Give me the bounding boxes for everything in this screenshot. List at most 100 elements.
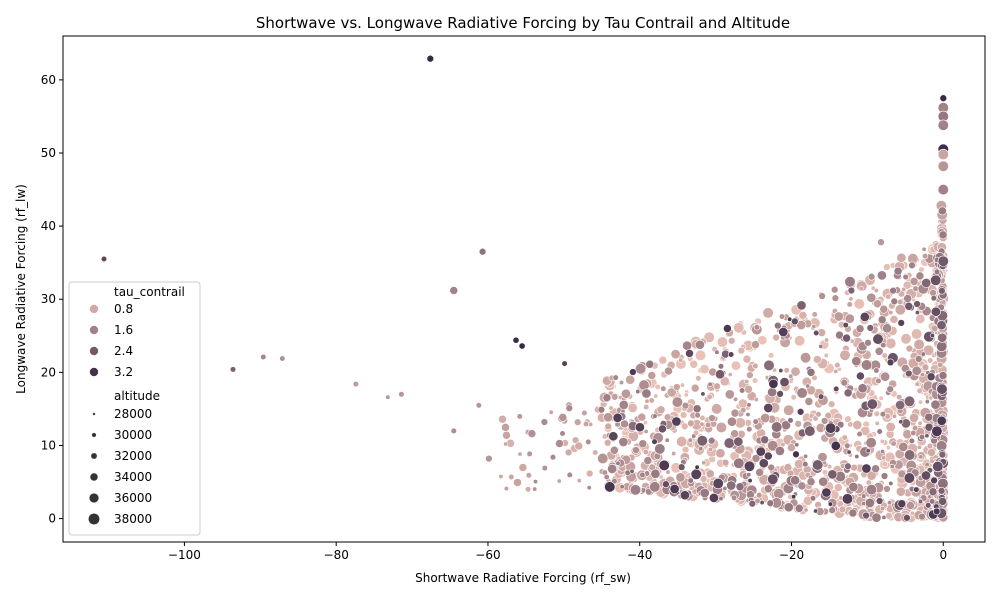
data-point — [937, 361, 944, 369]
data-point — [743, 460, 756, 472]
data-point — [744, 384, 753, 394]
data-point — [928, 487, 938, 497]
data-point — [664, 437, 670, 443]
data-point — [919, 372, 925, 378]
data-point — [696, 435, 708, 447]
data-point — [938, 497, 947, 506]
data-point — [642, 420, 649, 426]
data-point — [679, 411, 688, 419]
data-point — [652, 413, 658, 419]
data-point — [679, 490, 690, 501]
data-point — [513, 478, 522, 487]
data-point — [763, 451, 773, 461]
data-point — [694, 349, 707, 361]
data-point — [918, 433, 926, 441]
data-point — [852, 420, 863, 430]
data-point — [737, 346, 746, 355]
data-point — [763, 359, 775, 371]
data-point — [879, 411, 887, 418]
data-point — [549, 454, 557, 461]
data-point — [937, 477, 949, 490]
data-point — [921, 470, 931, 481]
data-point — [715, 369, 725, 380]
data-point — [937, 255, 949, 267]
legend-items: 0.8 1.6 2.4 3.2 28000 30000 32000 34000 36000 380… — [88, 302, 152, 526]
data-point — [898, 419, 904, 425]
y-tick-label: 30 — [41, 292, 56, 306]
data-point — [767, 440, 779, 452]
data-point — [662, 480, 670, 488]
data-point — [603, 473, 610, 481]
data-point — [821, 487, 832, 498]
data-point — [681, 401, 690, 410]
data-point — [838, 505, 847, 514]
legend-size-marker — [92, 412, 96, 416]
legend: tau_contrail altitude 0.8 1.6 2.4 3.2 28000 3… — [68, 281, 201, 536]
data-point — [889, 315, 899, 324]
data-point — [824, 411, 832, 420]
data-point — [886, 358, 895, 367]
data-point — [850, 463, 858, 472]
data-point — [753, 324, 761, 331]
data-point — [882, 323, 893, 334]
data-point — [893, 266, 903, 276]
data-point — [791, 317, 799, 326]
data-point — [818, 292, 826, 300]
data-point — [790, 475, 801, 486]
legend-hue-marker — [89, 325, 99, 335]
data-point — [927, 448, 936, 457]
data-point — [703, 331, 715, 343]
data-point — [727, 337, 736, 345]
data-point — [699, 421, 705, 427]
data-point — [938, 450, 947, 459]
data-point — [921, 246, 927, 252]
data-point — [698, 446, 704, 452]
data-point — [540, 418, 549, 426]
data-point — [708, 492, 719, 503]
data-point — [794, 335, 806, 347]
data-point — [849, 338, 855, 344]
data-point — [790, 394, 797, 401]
data-point — [559, 430, 566, 437]
data-point — [915, 313, 926, 324]
data-point — [532, 486, 538, 492]
data-point — [694, 464, 700, 470]
data-point — [604, 481, 616, 493]
data-point — [797, 481, 807, 491]
data-point — [903, 514, 911, 522]
data-point — [695, 375, 702, 382]
data-point — [880, 371, 891, 382]
data-point — [800, 352, 812, 364]
data-point — [705, 469, 715, 479]
data-point — [778, 313, 786, 320]
data-point — [905, 344, 914, 353]
data-point — [888, 310, 894, 316]
data-point — [748, 499, 757, 508]
data-point — [635, 389, 641, 395]
data-point — [449, 286, 459, 295]
x-axis-label: Shortwave Radiative Forcing (rf_sw) — [415, 571, 631, 585]
data-point — [556, 478, 562, 484]
legend-box — [68, 281, 201, 536]
data-point — [638, 439, 648, 449]
data-point — [711, 403, 723, 415]
data-point — [865, 484, 878, 496]
data-point — [756, 492, 763, 499]
data-point — [541, 464, 548, 472]
data-point — [843, 388, 853, 398]
data-point — [502, 430, 511, 440]
x-axis-ticks: −100 −80 −60 −40 −20 0 — [168, 542, 947, 562]
data-point — [689, 359, 699, 369]
data-point — [937, 487, 946, 495]
data-point — [908, 437, 916, 445]
data-point — [856, 371, 865, 381]
data-point — [629, 484, 642, 496]
data-point — [833, 311, 844, 322]
data-point — [565, 404, 574, 412]
data-point — [707, 447, 713, 453]
data-point — [867, 272, 876, 281]
data-point — [930, 295, 937, 302]
data-point — [914, 355, 923, 363]
data-point — [886, 385, 894, 393]
legend-size-label: 28000 — [114, 407, 152, 421]
